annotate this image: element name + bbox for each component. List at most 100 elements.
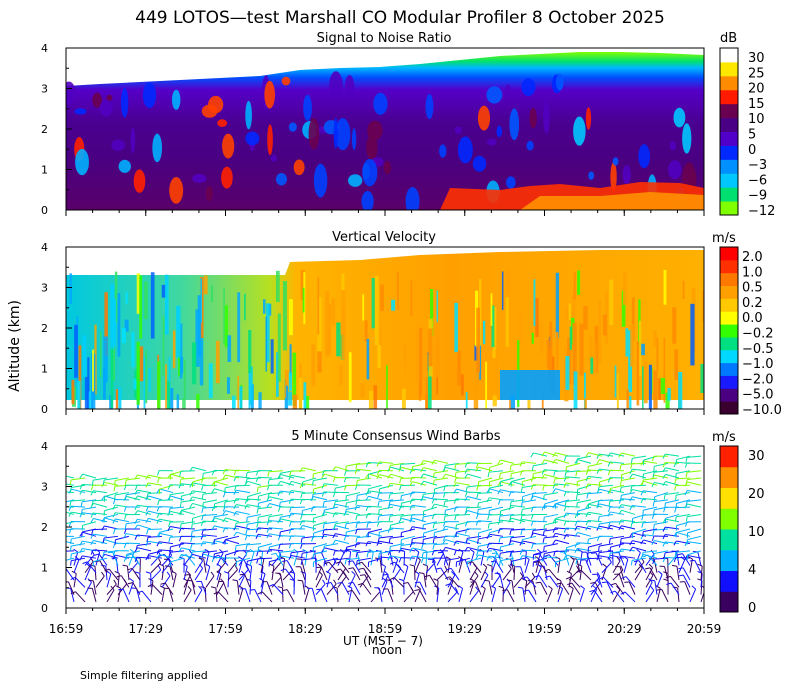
wind-barb [653,462,669,472]
wind-barb [464,495,482,501]
wind-barb [267,477,284,485]
wind-barb [685,499,702,507]
wind-barb [289,470,306,477]
wind-barb [423,528,438,539]
wind-barb [684,462,702,468]
wind-barb [377,492,394,499]
wind-barb [101,525,119,531]
wind-barb [608,521,625,527]
velocity-streak [572,323,577,385]
snr-patch [668,160,682,180]
snr-patch [75,148,89,176]
wind-barb [255,470,273,476]
colorbar-swatch [720,285,738,299]
colorbar-swatch [720,117,738,132]
wind-barb [233,489,251,495]
wind-barb [365,462,383,468]
wind-barb [414,585,421,603]
wind-barb [255,476,273,483]
wind-barb [178,553,196,559]
wind-barb [224,571,230,588]
wind-barb [685,470,702,478]
wind-barb [436,565,448,581]
snr-patch [383,161,392,175]
snr-patch [281,76,291,86]
wind-barb [202,499,218,508]
wind-barb [267,513,284,522]
wind-barb [156,506,174,512]
colorbar-label: −0.2 [742,327,774,342]
wind-barb [585,519,603,526]
wind-barb [88,579,97,595]
velocity-streak [227,335,232,362]
wind-barb [490,560,504,574]
wind-barb [663,578,669,595]
colorbar-swatch [720,131,738,146]
wind-barb [585,511,603,517]
wind-barb [222,510,240,516]
velocity-streak [277,313,281,382]
velocity-streak [584,398,587,409]
wind-barb [651,535,669,541]
wind-barb [464,491,482,497]
colorbar-label: 2.0 [742,250,763,265]
wind-barb [161,571,171,588]
wind-barb [399,462,416,470]
wind-barb [629,532,647,538]
velocity-streak [491,305,495,348]
wind-barb [289,571,296,588]
velocity-streak [415,331,418,382]
wind-barb [301,477,317,487]
colorbar-swatch [720,401,738,415]
velocity-streak [471,306,474,324]
wind-barb [218,580,229,595]
wind-barb [464,468,482,474]
wind-barb [145,517,163,523]
colorbar-frame [719,246,739,415]
wind-barb [84,578,92,595]
wind-barb [315,571,323,588]
wind-barb [443,492,460,498]
wind-barb [365,495,383,501]
wind-barb [289,550,306,558]
wind-barb [530,484,548,490]
wind-barb [541,459,559,465]
wind-barb [618,509,636,515]
wind-barb [420,473,438,479]
wind-barb [543,543,559,552]
x-tick-label: 20:29 [607,622,642,636]
colorbar-label: 0 [748,601,756,616]
snr-patch [99,100,113,117]
velocity-streak [114,271,118,323]
wind-barb [124,521,141,529]
wind-barb [653,506,669,515]
wind-barb [158,528,174,538]
wind-barb [222,517,240,523]
wind-barb [112,512,130,518]
wind-barb [445,556,451,573]
wind-barb [333,557,350,565]
velocity-streak [473,369,479,409]
colorbar-swatch [720,103,738,119]
velocity-streak [103,367,106,400]
wind-barb [116,575,130,588]
velocity-streak [593,342,597,375]
wind-barb [145,474,163,480]
colorbar-label: −9 [748,189,767,204]
velocity-streak [84,376,90,409]
wind-barb [513,572,524,588]
wind-barb [278,543,295,550]
wind-barb [508,517,526,523]
wind-barb [687,556,693,573]
wind-barb [447,578,454,595]
wind-barb [597,513,614,522]
wind-barb [381,570,389,588]
wind-barb [642,506,658,516]
velocity-streak [505,297,509,347]
wind-barb [134,489,152,495]
colorbar-label: 15 [748,97,765,112]
colorbar-label: −6 [748,173,767,188]
colorbar-swatch [720,173,738,188]
wind-barb [629,473,647,479]
wind-barb [224,535,240,545]
